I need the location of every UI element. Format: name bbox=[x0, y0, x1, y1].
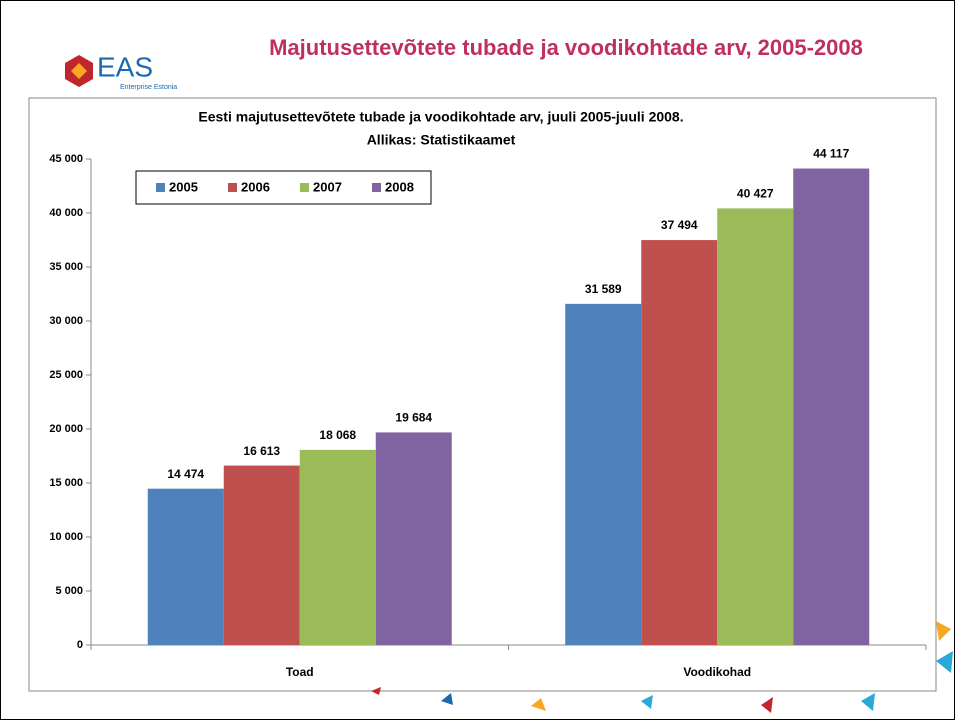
bar bbox=[641, 240, 717, 645]
y-tick-label: 45 000 bbox=[49, 153, 83, 165]
legend-swatch bbox=[372, 183, 381, 192]
legend-swatch bbox=[300, 183, 309, 192]
slide: EAS Enterprise Estonia Majutusettevõtete… bbox=[0, 0, 955, 720]
bar bbox=[300, 450, 376, 645]
bar bbox=[224, 466, 300, 645]
logo-text: EAS bbox=[97, 51, 153, 82]
bar bbox=[793, 169, 869, 645]
value-label: 19 684 bbox=[395, 411, 432, 425]
chart-subtitle: Allikas: Statistikaamet bbox=[367, 132, 516, 148]
legend-label: 2006 bbox=[241, 179, 270, 194]
value-label: 44 117 bbox=[813, 147, 849, 161]
decoration bbox=[761, 697, 773, 713]
bar bbox=[717, 208, 793, 645]
value-label: 37 494 bbox=[661, 218, 698, 232]
value-label: 16 613 bbox=[243, 444, 280, 458]
chart-title: Eesti majutusettevõtete tubade ja voodik… bbox=[198, 109, 683, 125]
y-tick-label: 40 000 bbox=[49, 207, 83, 219]
decoration bbox=[936, 651, 953, 673]
slide-title: Majutusettevõtete tubade ja voodikohtade… bbox=[269, 35, 863, 60]
legend-label: 2007 bbox=[313, 179, 342, 194]
bar bbox=[376, 432, 452, 645]
decoration bbox=[531, 698, 546, 711]
legend-swatch bbox=[228, 183, 237, 192]
decoration bbox=[861, 693, 875, 711]
value-label: 40 427 bbox=[737, 187, 774, 201]
x-tick-label: Toad bbox=[286, 665, 314, 679]
logo: EAS Enterprise Estonia bbox=[65, 51, 177, 90]
legend-swatch bbox=[156, 183, 165, 192]
value-label: 14 474 bbox=[167, 467, 204, 481]
bar bbox=[148, 489, 224, 645]
chart: EAS Enterprise Estonia Majutusettevõtete… bbox=[1, 1, 954, 719]
value-label: 31 589 bbox=[585, 282, 622, 296]
y-tick-label: 15 000 bbox=[49, 477, 83, 489]
y-tick-label: 25 000 bbox=[49, 369, 83, 381]
logo-subtitle: Enterprise Estonia bbox=[120, 84, 177, 91]
y-tick-label: 5 000 bbox=[55, 585, 83, 597]
bar bbox=[565, 304, 641, 645]
y-tick-label: 35 000 bbox=[49, 261, 83, 273]
x-tick-label: Voodikohad bbox=[683, 665, 751, 679]
y-tick-label: 30 000 bbox=[49, 315, 83, 327]
y-tick-label: 20 000 bbox=[49, 423, 83, 435]
y-tick-label: 0 bbox=[77, 639, 83, 651]
y-tick-label: 10 000 bbox=[49, 531, 83, 543]
decoration bbox=[441, 693, 453, 705]
legend-label: 2005 bbox=[169, 179, 198, 194]
legend-label: 2008 bbox=[385, 179, 414, 194]
decoration bbox=[641, 695, 653, 709]
value-label: 18 068 bbox=[319, 428, 356, 442]
decoration bbox=[936, 621, 951, 641]
